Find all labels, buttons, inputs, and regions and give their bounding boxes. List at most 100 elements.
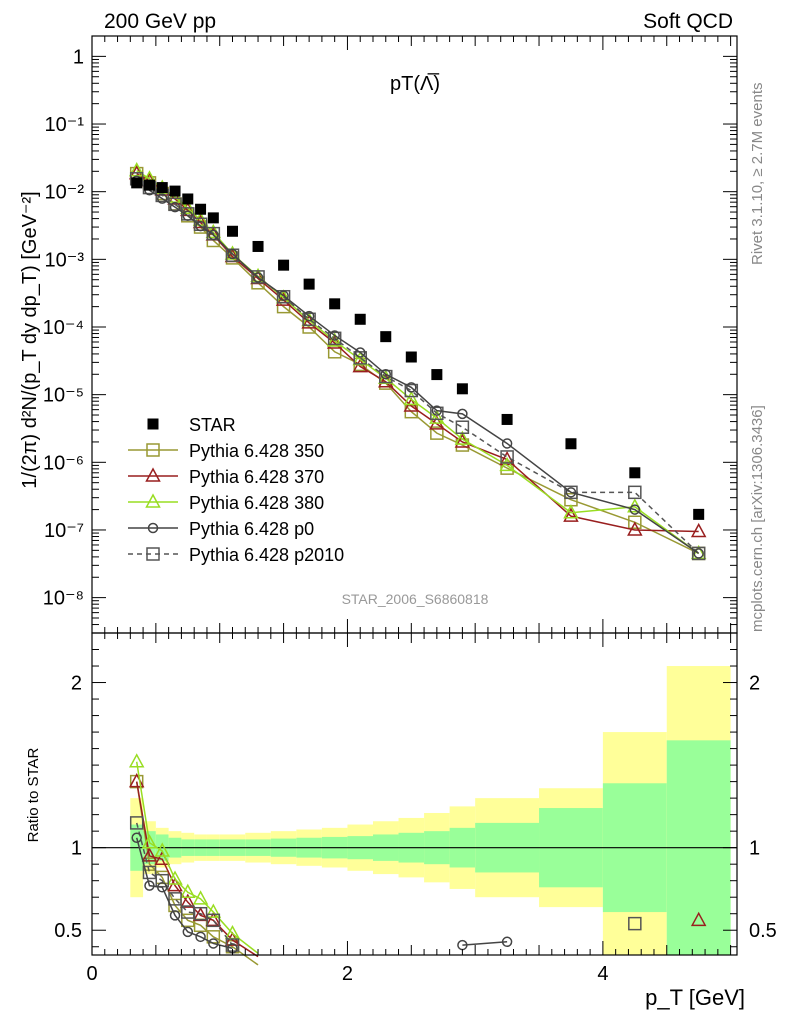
x-tick-label: 4 bbox=[597, 963, 608, 985]
data-point bbox=[326, 334, 343, 349]
data-point bbox=[302, 312, 316, 327]
ratio-point bbox=[181, 905, 195, 919]
legend-marker bbox=[145, 493, 161, 508]
legend-label: Pythia 6.428 350 bbox=[189, 441, 324, 461]
data-point bbox=[563, 507, 579, 522]
analysis-watermark: STAR_2006_S6860818 bbox=[342, 591, 489, 607]
y-tick-label: 1 bbox=[73, 46, 84, 68]
data-point bbox=[208, 229, 219, 241]
ratio-point bbox=[168, 892, 182, 906]
ratio-point bbox=[167, 870, 183, 885]
ratio-point bbox=[141, 834, 158, 849]
data-point bbox=[454, 430, 471, 445]
header-left: 200 GeV pp bbox=[104, 10, 216, 33]
ratio-line bbox=[462, 941, 508, 946]
data-point bbox=[380, 331, 392, 343]
ratio-y-tick-label: 0.5 bbox=[749, 920, 777, 942]
data-point bbox=[354, 347, 366, 358]
ratio-point bbox=[141, 847, 158, 862]
main-plot-frame bbox=[91, 35, 738, 634]
legend-entry-3: Pythia 6.428 380 bbox=[128, 493, 324, 513]
data-point bbox=[403, 390, 420, 406]
legend-entry-2: Pythia 6.428 370 bbox=[128, 467, 324, 487]
data-point bbox=[405, 351, 417, 363]
data-point bbox=[499, 456, 515, 472]
data-point bbox=[565, 487, 577, 498]
data-point bbox=[227, 248, 238, 260]
data-point bbox=[627, 521, 643, 536]
data-point bbox=[251, 270, 265, 284]
data-point bbox=[329, 330, 340, 341]
y-tick-label: 10⁻³ bbox=[45, 249, 85, 271]
ratio-plot-xlabel: p_T [GeV] bbox=[645, 985, 745, 1010]
data-point bbox=[182, 193, 194, 205]
data-point bbox=[326, 332, 343, 347]
data-point bbox=[406, 382, 417, 393]
legend-entry-0: STAR bbox=[147, 415, 236, 435]
y-tick-label: 10⁻¹ bbox=[45, 114, 85, 136]
ratio-point bbox=[129, 816, 144, 830]
ratio-series-3 bbox=[128, 753, 259, 954]
data-point bbox=[564, 485, 578, 500]
series-5 bbox=[129, 172, 706, 561]
y-tick-label: 10⁻⁷ bbox=[44, 520, 84, 542]
ratio-point bbox=[169, 910, 181, 921]
y-tick-label: 10⁻⁶ bbox=[43, 452, 84, 474]
ratio-y-tick-label: 1 bbox=[71, 838, 82, 860]
ratio-point bbox=[180, 893, 196, 908]
ratio-point bbox=[206, 913, 221, 928]
ratio-point bbox=[628, 916, 642, 931]
data-point bbox=[168, 197, 182, 212]
data-point bbox=[182, 210, 194, 222]
data-point bbox=[628, 485, 642, 500]
ratio-point bbox=[144, 880, 155, 891]
data-point bbox=[169, 201, 181, 213]
mcplots-caption: mcplots.cern.ch [arXiv:1306.3436] bbox=[749, 405, 766, 632]
data-point bbox=[352, 358, 368, 373]
data-point bbox=[252, 272, 264, 283]
data-point bbox=[693, 548, 704, 559]
ratio-point bbox=[182, 926, 194, 938]
data-point bbox=[156, 182, 168, 194]
series-0 bbox=[131, 177, 705, 520]
data-point bbox=[501, 413, 513, 425]
legend-entry-5: Pythia 6.428 p2010 bbox=[128, 545, 344, 565]
data-point bbox=[455, 420, 470, 434]
ratio-line bbox=[135, 837, 233, 950]
data-point bbox=[404, 383, 419, 398]
data-point bbox=[278, 259, 290, 271]
ratio-point bbox=[192, 890, 209, 905]
ratio-point bbox=[128, 753, 145, 768]
data-point bbox=[628, 515, 642, 530]
ratio-y-tick-label: 2 bbox=[71, 673, 82, 695]
data-point bbox=[565, 438, 577, 450]
data-point bbox=[329, 298, 341, 310]
main-plot-title: pT(Λ̅) bbox=[390, 72, 440, 95]
data-point bbox=[430, 406, 444, 421]
data-point bbox=[156, 193, 168, 204]
data-point bbox=[429, 409, 445, 424]
data-point bbox=[691, 546, 706, 561]
data-point bbox=[192, 211, 209, 226]
data-point bbox=[169, 185, 181, 197]
ratio-plot-ylabel: Ratio to STAR bbox=[25, 747, 42, 842]
main-plot-ticks: 1 10⁻¹ 10⁻² 10⁻³ 10⁻⁴ 10⁻⁵ 10⁻⁶ 10⁻⁷ 10⁻⁸ bbox=[43, 36, 737, 634]
ratio-point bbox=[193, 906, 208, 921]
data-point bbox=[252, 240, 264, 252]
ratio-point bbox=[131, 832, 142, 844]
data-point bbox=[207, 212, 219, 224]
y-tick-label: 10⁻² bbox=[45, 182, 85, 204]
data-point bbox=[629, 504, 641, 515]
legend-label: Pythia 6.428 p2010 bbox=[189, 545, 344, 565]
data-point bbox=[131, 177, 143, 189]
ratio-plot: 0.5 0.5 1 1 2 2 0 2 4 Ratio to STAR p_T [GeV] bbox=[25, 632, 777, 1010]
data-point bbox=[431, 369, 443, 381]
data-point bbox=[500, 450, 514, 464]
data-point bbox=[629, 467, 641, 479]
x-tick-label: 2 bbox=[342, 963, 353, 985]
data-point bbox=[457, 408, 468, 420]
legend: STAR Pythia 6.428 350 Pythia 6.428 370 Pyth… bbox=[128, 415, 344, 565]
ratio-point bbox=[154, 842, 171, 857]
header-right: Soft QCD bbox=[643, 10, 733, 33]
ratio-point bbox=[501, 936, 513, 948]
